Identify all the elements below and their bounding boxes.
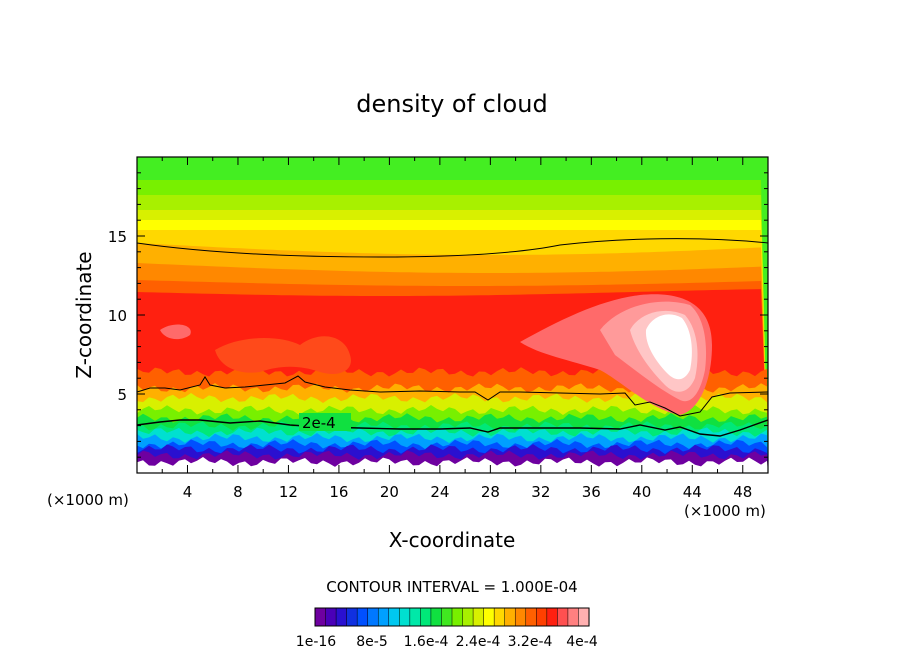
colorbar (314, 607, 590, 627)
colorbar-swatch (546, 607, 558, 627)
x-tick-label: 44 (683, 483, 702, 501)
colorbar-swatch (525, 607, 537, 627)
y-tick-label: 10 (108, 307, 127, 325)
colorbar-label: 1.6e-4 (404, 634, 449, 650)
colorbar-label: 8e-5 (356, 634, 387, 650)
colorbar-frame (314, 607, 590, 627)
x-tick-label: 12 (279, 483, 298, 501)
x-tick-label: 16 (329, 483, 348, 501)
colorbar-label: 1e-16 (296, 634, 336, 650)
x-tick-label: 48 (733, 483, 752, 501)
colorbar-swatch (451, 607, 464, 627)
colorbar-swatch (483, 607, 495, 627)
contour-lower (137, 419, 768, 437)
colorbar-swatch (420, 607, 432, 627)
x-tick-label: 20 (380, 483, 399, 501)
colorbar-swatch (578, 607, 590, 627)
x-tick-label: 36 (582, 483, 601, 501)
high-density-core-max (645, 314, 692, 380)
colorbar-swatch (430, 607, 443, 627)
colorbar-swatch (472, 607, 485, 627)
colorbar-swatch (409, 607, 421, 627)
y-axis-unit: (×1000 m) (47, 491, 129, 509)
x-axis-label: X-coordinate (389, 528, 516, 552)
x-tick-label: 40 (632, 483, 651, 501)
colorbar-swatch (462, 607, 474, 627)
colorbar-swatch (567, 607, 580, 627)
contour-label: 2e-4 (302, 414, 336, 432)
colorbar-swatch (367, 607, 379, 627)
x-axis-unit: (×1000 m) (684, 502, 766, 520)
x-tick-label: 28 (481, 483, 500, 501)
x-axis: 4 8 12 16 20 24 28 32 36 40 44 48 (161, 157, 752, 501)
colorbar-swatch (441, 607, 453, 627)
x-tick-label: 24 (430, 483, 449, 501)
x-tick-label: 8 (233, 483, 243, 501)
x-tick-label: 4 (183, 483, 193, 501)
colorbar-swatch (493, 607, 506, 627)
contour-interval-note: CONTOUR INTERVAL = 1.000E-04 (326, 578, 577, 596)
colorbar-swatch (514, 607, 527, 627)
colorbar-swatch (314, 607, 327, 627)
colorbar-swatch (325, 607, 337, 627)
y-axis: 5 10 15 (108, 172, 768, 458)
y-axis-label: Z-coordinate (72, 251, 96, 378)
y-tick-label: 5 (117, 386, 127, 404)
y-tick-label: 15 (108, 228, 127, 246)
contour-upper (137, 238, 768, 258)
colorbar-label: 4e-4 (566, 634, 598, 650)
colorbar-swatch (335, 607, 348, 627)
colorbar-swatch (536, 607, 548, 627)
colorbar-labels: 1e-16 8e-5 1.6e-4 2.4e-4 3.2e-4 4e-4 (296, 634, 598, 650)
colorbar-label: 3.2e-4 (508, 634, 553, 650)
colorbar-swatch (399, 607, 411, 627)
colorbar-swatch (346, 607, 358, 627)
chart-title: density of cloud (356, 90, 547, 118)
contour-middle (137, 375, 768, 417)
colorbar-swatch (504, 607, 516, 627)
colorbar-swatch (377, 607, 390, 627)
colorbar-swatch (388, 607, 400, 627)
lower-orange-lobes (215, 336, 351, 375)
colorbar-swatch (356, 607, 369, 627)
orange-pocket (160, 324, 191, 340)
density-band (137, 457, 768, 473)
colorbar-swatch (557, 607, 569, 627)
contour-label-bg (299, 413, 351, 431)
x-tick-label: 32 (531, 483, 550, 501)
colorbar-label: 2.4e-4 (456, 634, 501, 650)
plot-area (137, 157, 768, 473)
